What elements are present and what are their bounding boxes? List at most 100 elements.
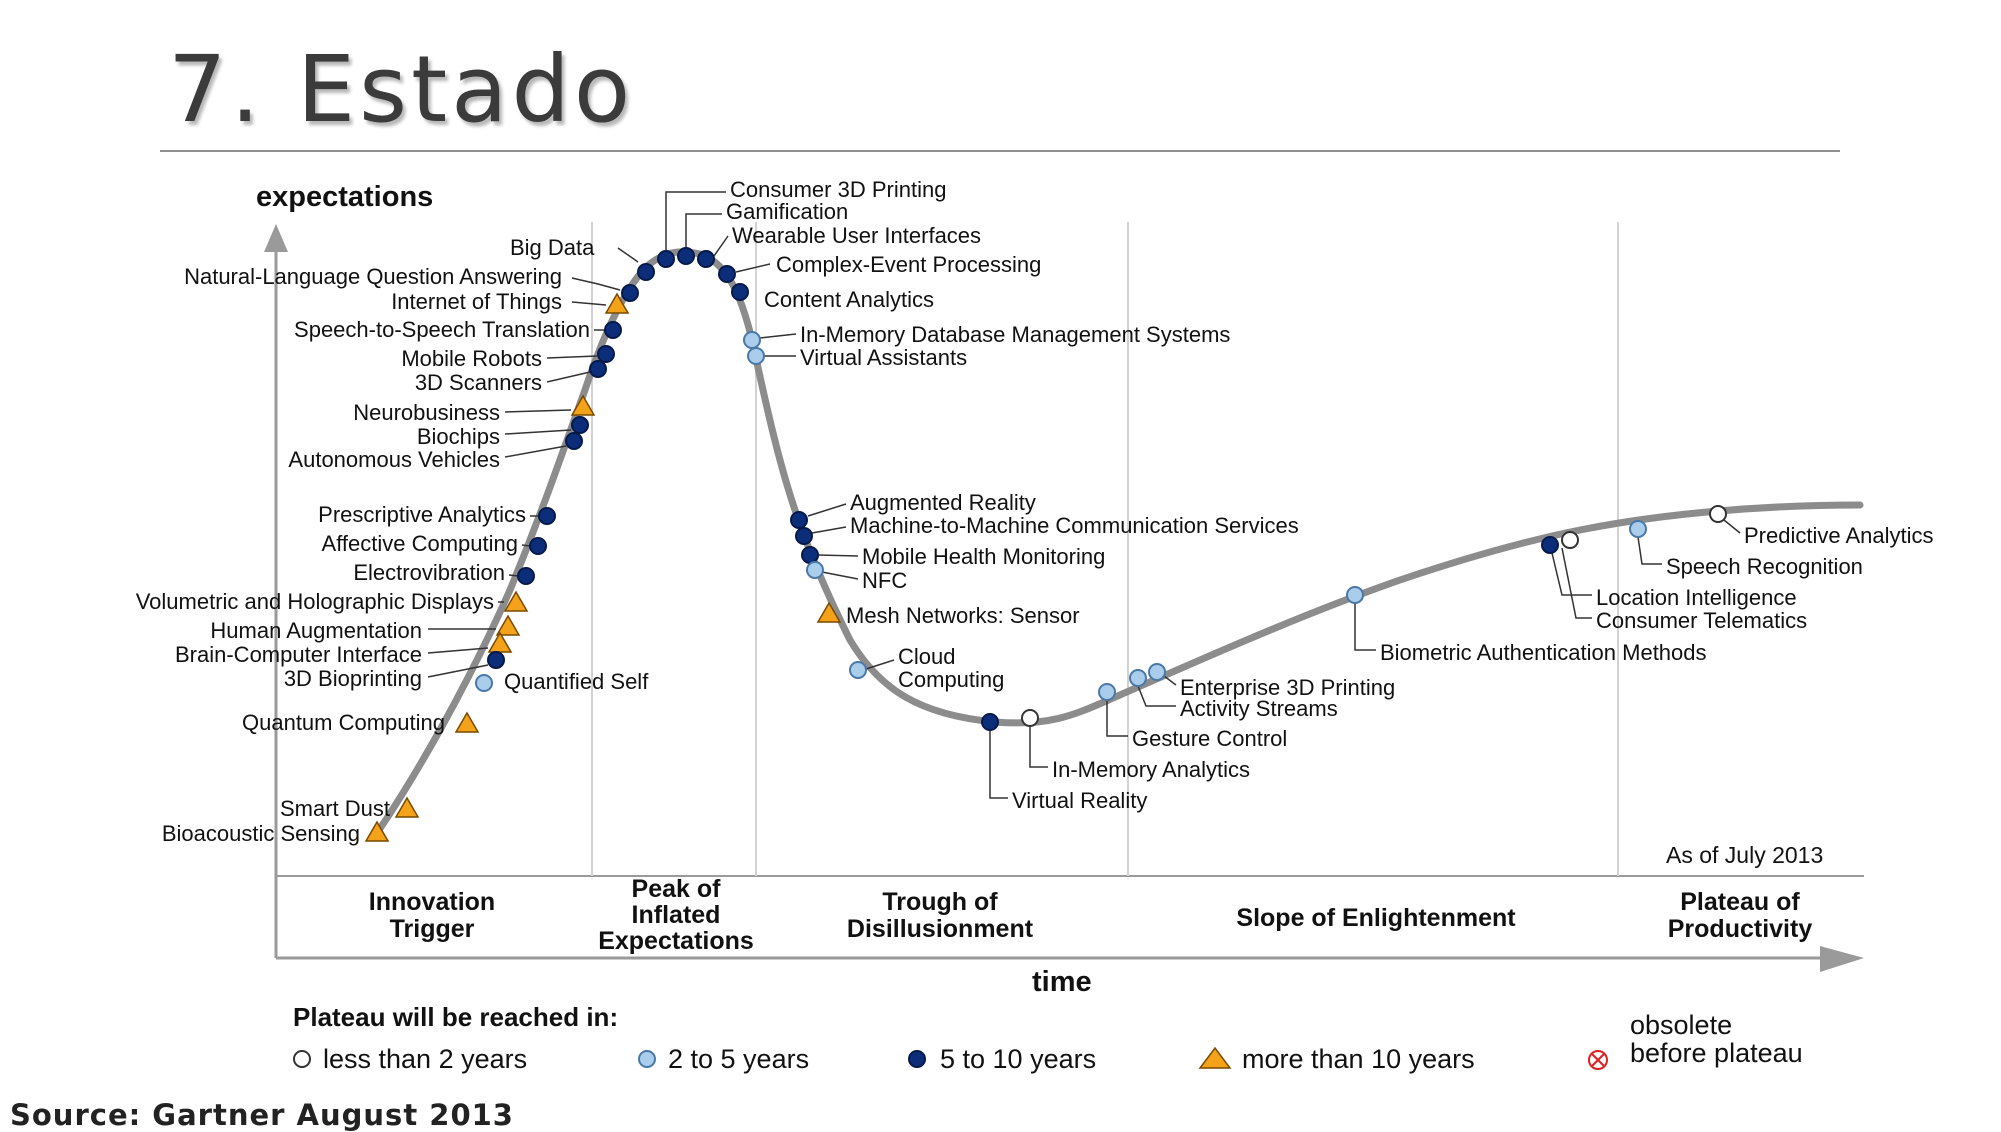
tech-label-virtual-reality: Virtual Reality	[1012, 788, 1147, 813]
tech-marker-human-augmentation	[495, 614, 521, 636]
tech-label-affective-computing: Affective Computing	[322, 531, 518, 556]
legend-more-than-10-label: more than 10 years	[1242, 1044, 1475, 1074]
tech-marker-gamification	[677, 247, 695, 265]
legend-obsolete-label: obsolete before plateau	[1630, 1010, 1803, 1068]
x-axis-arrow	[1820, 946, 1864, 972]
tech-label-mobile-health-monitoring: Mobile Health Monitoring	[862, 544, 1105, 569]
tech-label-bioacoustic-sensing: Bioacoustic Sensing	[162, 821, 360, 846]
tech-marker-speech-recognition	[1629, 520, 1647, 538]
tech-label-human-augmentation: Human Augmentation	[210, 618, 422, 643]
tech-marker-speech-to-speech-translation	[604, 321, 622, 339]
tech-marker-content-analytics	[731, 283, 749, 301]
tech-label-in-memory-database-management-systems: In-Memory Database Management Systems	[800, 322, 1230, 347]
tech-label-enterprise-3d-printing: Enterprise 3D Printing	[1180, 675, 1395, 700]
phase-plateau-of-productivity: Plateau of Productivity	[1668, 888, 1813, 943]
tech-marker-augmented-reality	[790, 511, 808, 529]
leader-wearable-user-interfaces	[713, 235, 729, 257]
tech-marker-3d-scanners	[589, 360, 607, 378]
leader-brain-computer-interface	[427, 647, 489, 654]
leader-biometric-authentication-methods	[1354, 603, 1376, 651]
tech-marker-location-intelligence	[1541, 536, 1559, 554]
tech-label-activity-streams: Activity Streams	[1180, 696, 1338, 721]
tech-marker-prescriptive-analytics	[538, 507, 556, 525]
leader-internet-of-things	[571, 301, 607, 306]
tech-marker-neurobusiness	[570, 394, 596, 416]
tech-label-augmented-reality: Augmented Reality	[850, 490, 1036, 515]
legend-less-than-2-marker	[293, 1050, 311, 1068]
tech-marker-cloud-computing	[849, 661, 867, 679]
leader-consumer-3d-printing	[665, 191, 726, 251]
tech-label-gesture-control: Gesture Control	[1132, 726, 1287, 751]
tech-marker-volumetric-and-holographic-displays	[503, 590, 529, 612]
tech-marker-machine-to-machine-communication-services	[795, 527, 813, 545]
source-note: Source: Gartner August 2013	[10, 1098, 514, 1132]
tech-marker-smart-dust	[394, 796, 420, 818]
tech-label-autonomous-vehicles: Autonomous Vehicles	[288, 447, 500, 472]
tech-label-quantum-computing: Quantum Computing	[242, 710, 445, 735]
tech-marker-consumer-telematics	[1561, 531, 1579, 549]
tech-marker-quantum-computing	[454, 711, 480, 733]
phase-labels: Innovation Trigger Peak of Inflated Expecta…	[369, 875, 1813, 955]
tech-label-nfc: NFC	[862, 568, 907, 593]
tech-label-mobile-robots: Mobile Robots	[401, 346, 542, 371]
tech-label-neurobusiness: Neurobusiness	[353, 400, 500, 425]
phase-trough-of-disillusionment: Trough of Disillusionment	[847, 888, 1034, 943]
tech-label-electrovibration: Electrovibration	[353, 560, 505, 585]
tech-marker-wearable-user-interfaces	[697, 250, 715, 268]
leader-autonomous-vehicles	[504, 445, 567, 458]
phase-slope-of-enlightenment: Slope of Enlightenment	[1236, 904, 1516, 932]
as-of-date: As of July 2013	[1666, 842, 1823, 868]
tech-marker-big-data	[637, 263, 655, 281]
tech-label-internet-of-things: Internet of Things	[391, 289, 562, 314]
tech-label-volumetric-and-holographic-displays: Volumetric and Holographic Displays	[136, 589, 494, 614]
x-axis-label: time	[1032, 966, 1092, 998]
tech-marker-in-memory-database-management-systems	[743, 331, 761, 349]
tech-marker-biochips	[571, 416, 589, 434]
legend-5-to-10-marker	[908, 1050, 926, 1068]
tech-marker-gesture-control	[1098, 683, 1116, 701]
legend-obsolete-marker	[1588, 1050, 1608, 1070]
tech-marker-quantified-self	[475, 674, 493, 692]
tech-label-big-data: Big Data	[510, 235, 595, 260]
tech-marker-mobile-robots	[597, 345, 615, 363]
tech-marker-predictive-analytics	[1709, 505, 1727, 523]
leader-affective-computing	[521, 544, 531, 547]
tech-label-virtual-assistants: Virtual Assistants	[800, 345, 967, 370]
leader-3d-bioprinting	[427, 664, 489, 678]
tech-label-biometric-authentication-methods: Biometric Authentication Methods	[1380, 640, 1707, 665]
legend-more-than-10-marker	[1198, 1046, 1232, 1069]
tech-label-wearable-user-interfaces: Wearable User Interfaces	[732, 223, 981, 248]
tech-marker-nfc	[806, 561, 824, 579]
phase-peak-of-inflated-expectations: Peak of Inflated Expectations	[598, 875, 754, 955]
leader-mobile-health-monitoring	[817, 554, 859, 557]
tech-label-prescriptive-analytics: Prescriptive Analytics	[318, 502, 526, 527]
tech-label-machine-to-machine-communication-services: Machine-to-Machine Communication Service…	[850, 513, 1299, 538]
tech-marker-autonomous-vehicles	[565, 432, 583, 450]
tech-marker-mobile-health-monitoring	[801, 546, 819, 564]
tech-label-mesh-networks-sensor: Mesh Networks: Sensor	[846, 603, 1080, 628]
leader-activity-streams	[1137, 685, 1176, 707]
leader-in-memory-database-management-systems	[759, 333, 797, 339]
leader-big-data	[617, 247, 639, 263]
tech-label-location-intelligence: Location Intelligence	[1596, 585, 1797, 610]
tech-label-smart-dust: Smart Dust	[280, 796, 390, 821]
tech-marker-virtual-reality	[981, 713, 999, 731]
tech-marker-biometric-authentication-methods	[1346, 586, 1364, 604]
tech-marker-in-memory-analytics	[1021, 709, 1039, 727]
technology-labels: Consumer 3D PrintingGamificationWearable…	[136, 177, 1934, 846]
y-axis-label: expectations	[256, 181, 433, 213]
leader-3d-scanners	[546, 371, 591, 383]
leader-biochips	[504, 429, 572, 435]
leader-gamification	[685, 213, 722, 248]
tech-label-natural-language-question-answering: Natural-Language Question Answering	[184, 264, 562, 289]
tech-label-content-analytics: Content Analytics	[764, 287, 934, 312]
phase-innovation-trigger: Innovation Trigger	[369, 888, 495, 943]
tech-label-consumer-3d-printing: Consumer 3D Printing	[730, 177, 946, 202]
tech-label-speech-to-speech-translation: Speech-to-Speech Translation	[294, 317, 590, 342]
tech-label-speech-recognition: Speech Recognition	[1666, 554, 1863, 579]
leader-mobile-robots	[546, 355, 598, 359]
leader-augmented-reality	[807, 503, 847, 517]
tech-marker-virtual-assistants	[747, 347, 765, 365]
leader-nfc	[821, 571, 859, 580]
legend-2-to-5-marker	[638, 1050, 656, 1068]
